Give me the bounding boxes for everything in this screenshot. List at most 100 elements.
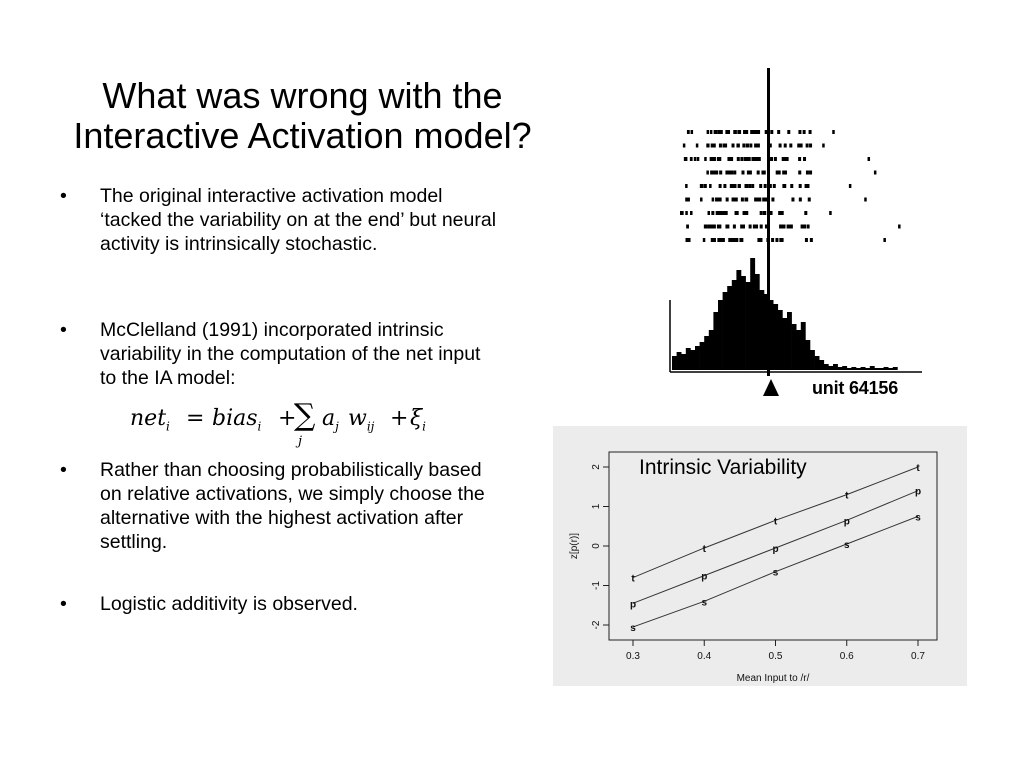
spike xyxy=(696,157,700,161)
spike xyxy=(721,238,725,242)
spike xyxy=(764,197,768,202)
spike xyxy=(782,224,786,229)
spike xyxy=(706,130,710,134)
spike xyxy=(744,197,748,202)
spike xyxy=(715,170,719,175)
intrinsic-variability-plot: 0.3 0.4 0.5 0.6 0.7 -2 -1 0 1 2 Mean Input to /r/z… xyxy=(553,426,967,686)
data-point-p: p xyxy=(915,487,921,498)
spike xyxy=(775,170,779,175)
spike xyxy=(758,197,762,202)
y-tick-label: -1 xyxy=(591,581,602,590)
spike xyxy=(798,130,802,134)
data-point-s: s xyxy=(630,623,636,634)
bullet-item: • Logistic additivity is observed. xyxy=(58,592,358,616)
histogram-bar xyxy=(768,300,774,370)
spike xyxy=(768,184,772,188)
eq-net: neti xyxy=(130,406,170,434)
spike xyxy=(690,130,694,134)
spike xyxy=(710,170,713,175)
histogram-bar xyxy=(888,368,894,370)
spike xyxy=(768,143,772,148)
spike xyxy=(748,184,752,188)
histogram-bar xyxy=(754,274,760,370)
unit-label: unit 64156 xyxy=(812,378,899,398)
spike xyxy=(757,130,761,134)
data-point-p: p xyxy=(844,516,850,527)
spike xyxy=(745,130,749,134)
data-point-t: t xyxy=(845,491,849,502)
spike xyxy=(790,184,794,188)
histogram-bar xyxy=(823,364,829,370)
spike xyxy=(806,184,810,188)
histogram-bar xyxy=(856,368,861,370)
spike xyxy=(804,238,808,242)
histogram-bar xyxy=(690,350,696,370)
x-tick-label: 0.4 xyxy=(697,651,711,662)
spike xyxy=(754,197,758,202)
spike xyxy=(756,143,760,148)
histogram-bar xyxy=(672,356,677,370)
spike xyxy=(685,211,688,215)
spike xyxy=(807,197,811,202)
histogram-bar xyxy=(819,360,825,370)
spike xyxy=(737,184,741,188)
spike xyxy=(736,143,740,148)
spike xyxy=(731,184,735,188)
spike xyxy=(751,184,755,188)
spike xyxy=(757,157,761,161)
spike xyxy=(748,224,752,229)
bullet-item: • McClelland (1991) incorporated intrins… xyxy=(58,318,498,390)
histogram-bar xyxy=(787,312,792,370)
bullet-text: The original interactive activation mode… xyxy=(100,185,497,255)
spike xyxy=(782,170,786,175)
spike xyxy=(786,224,790,229)
spike xyxy=(867,157,871,161)
spike xyxy=(762,197,766,202)
spike xyxy=(732,224,736,229)
spike xyxy=(748,170,752,175)
spike xyxy=(710,143,714,148)
histogram-bar xyxy=(708,330,714,370)
histogram-bar xyxy=(699,342,705,370)
spike xyxy=(704,157,707,161)
spike xyxy=(763,184,767,188)
histogram-bar xyxy=(676,352,682,370)
spike xyxy=(848,184,852,188)
spike xyxy=(757,238,761,242)
spike xyxy=(832,130,835,134)
spike xyxy=(804,184,808,188)
spike xyxy=(864,197,867,202)
x-axis-label: Mean Input to /r/ xyxy=(737,673,810,684)
histogram-bar xyxy=(685,348,691,370)
spike xyxy=(898,224,901,229)
spike xyxy=(736,157,740,161)
spike xyxy=(706,170,709,175)
eq-a: aj xyxy=(322,406,339,434)
spike xyxy=(732,238,736,242)
spike xyxy=(741,170,745,175)
spike xyxy=(728,238,732,242)
histogram-bar xyxy=(750,258,756,370)
bullet-marker: • xyxy=(60,593,67,615)
spike xyxy=(779,238,783,242)
spike xyxy=(791,197,795,202)
spike xyxy=(761,170,765,175)
spike xyxy=(711,211,715,215)
spike xyxy=(683,157,687,161)
data-point-p: p xyxy=(701,572,707,583)
spike xyxy=(719,238,723,242)
histogram-bar xyxy=(879,368,884,370)
spike xyxy=(731,143,735,148)
spike xyxy=(780,211,784,215)
histogram-bar xyxy=(681,354,687,370)
spike xyxy=(742,211,746,215)
plot-title: Intrinsic Variability xyxy=(639,456,807,479)
spike xyxy=(724,143,728,148)
spike xyxy=(740,157,744,161)
spike xyxy=(738,130,742,134)
spike xyxy=(770,130,774,134)
title-line-1: What was wrong with the xyxy=(102,75,503,117)
spike xyxy=(809,143,813,148)
spike xyxy=(728,157,732,161)
